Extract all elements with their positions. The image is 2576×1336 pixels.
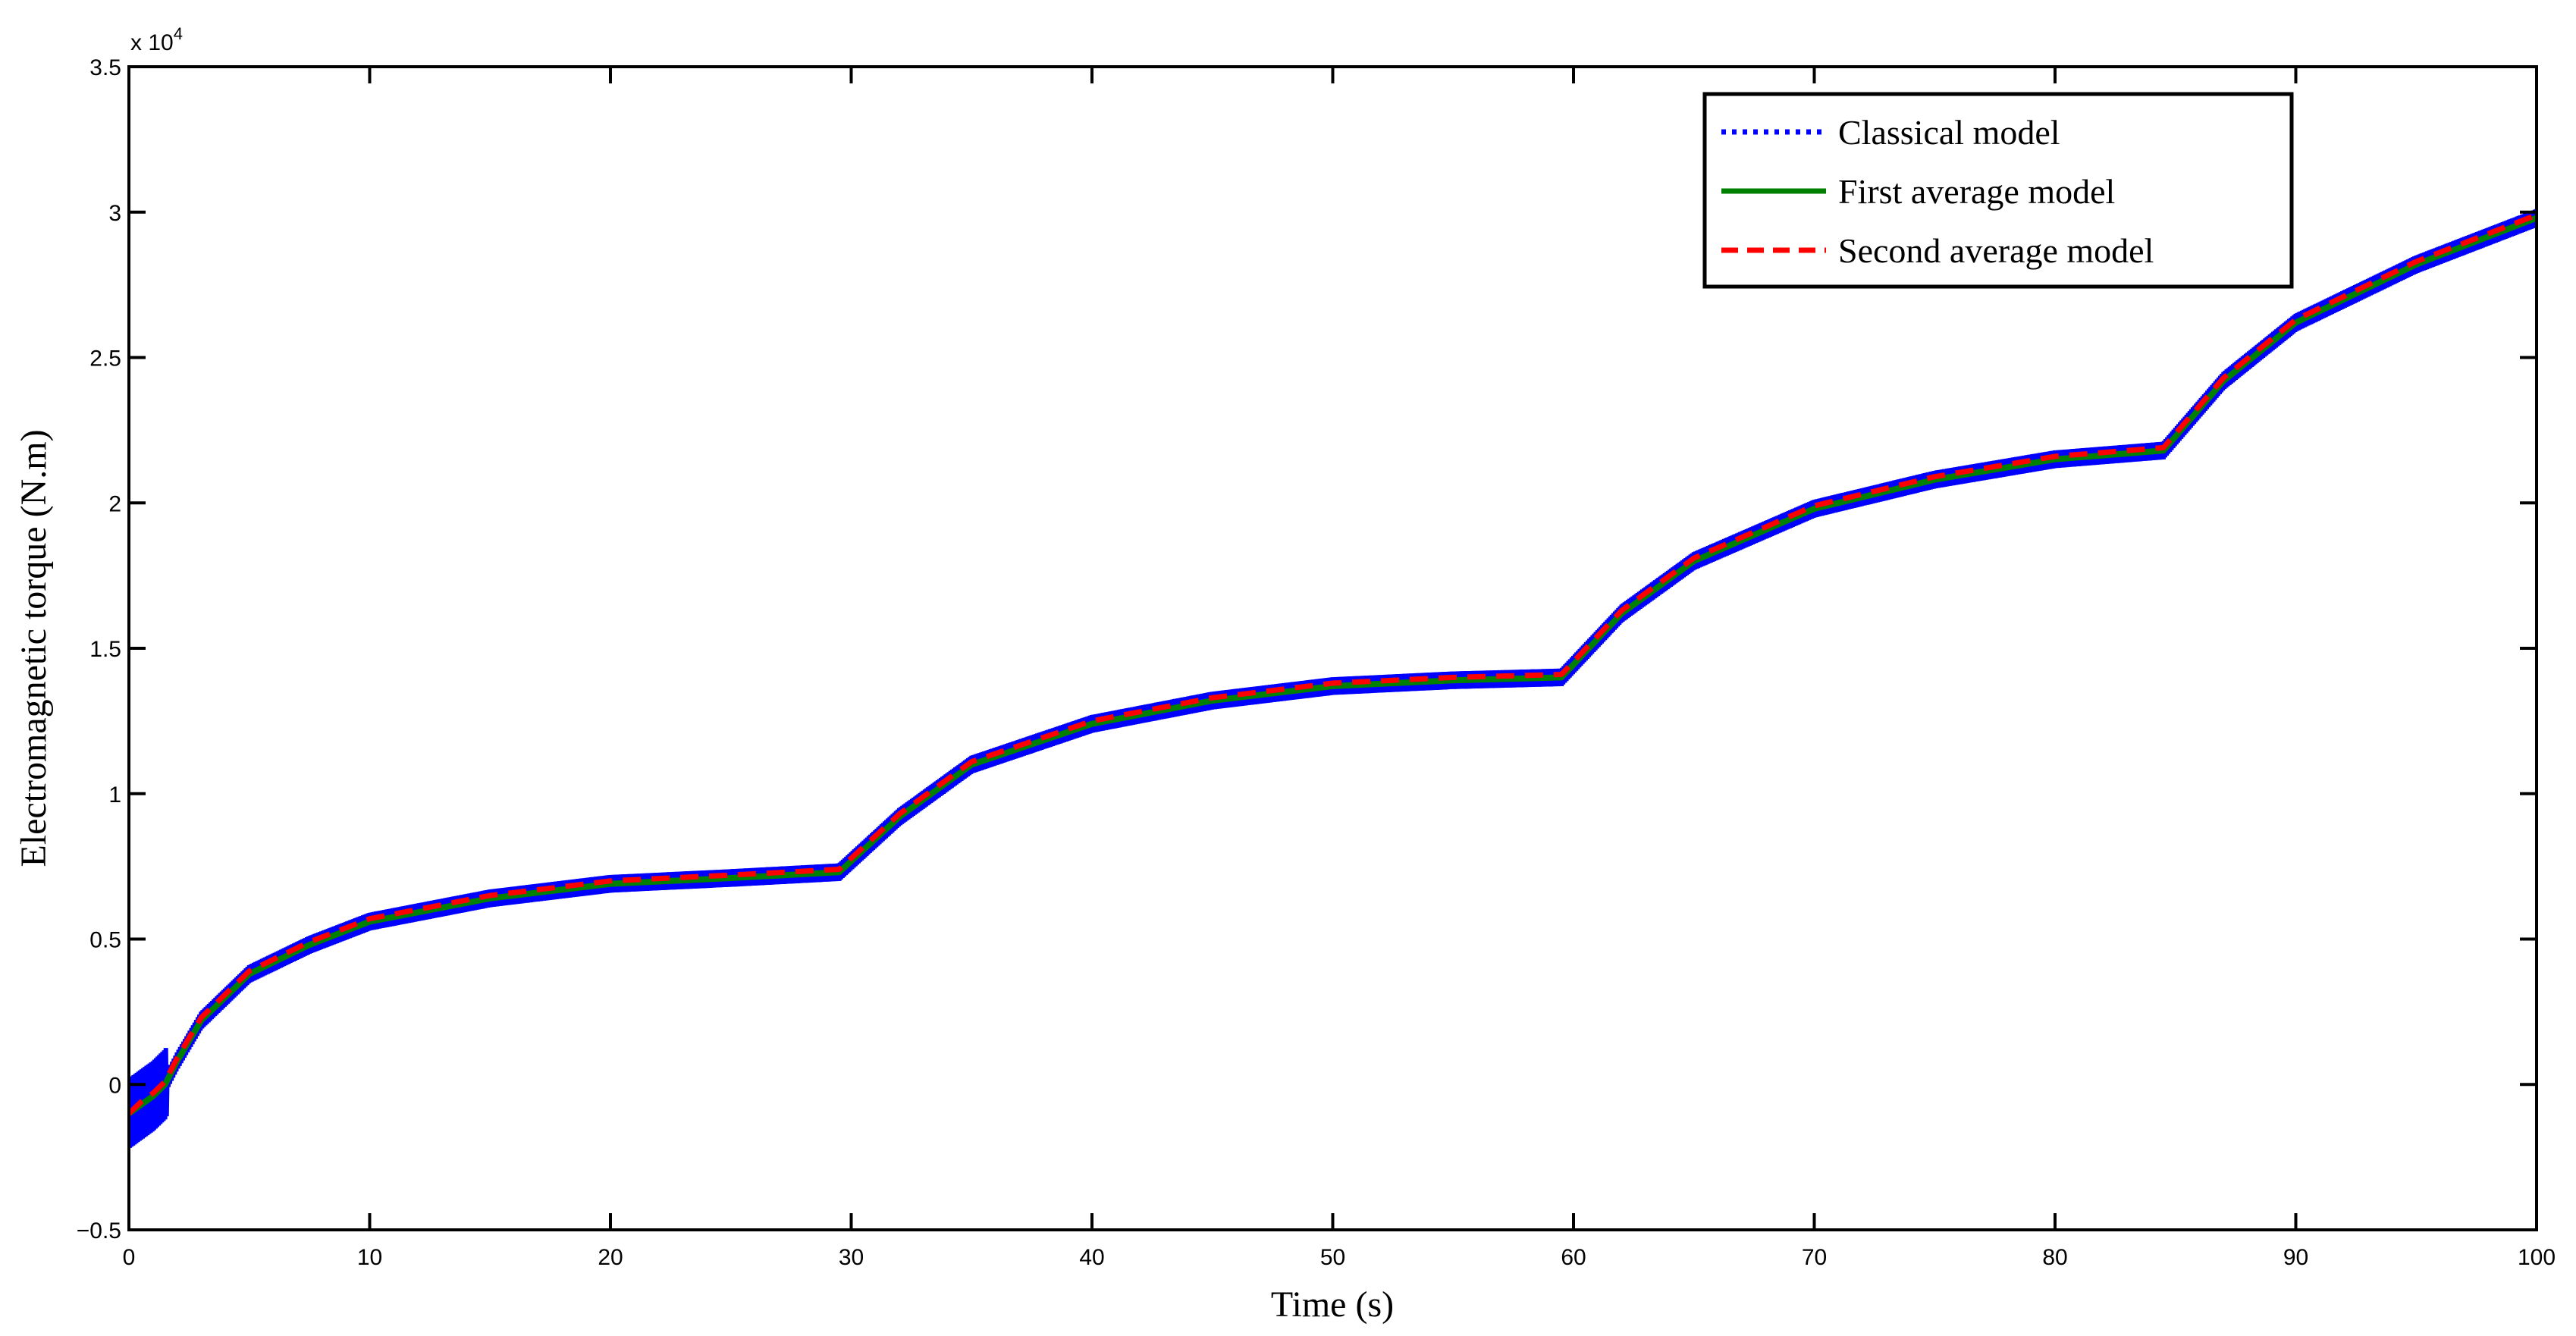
x-axis-ticks: 0 10 20 30 40 50 60 70 80 90 100 (123, 67, 2556, 1270)
x-tick-label: 30 (839, 1245, 864, 1270)
y-tick-label: 1.5 (89, 637, 121, 662)
y-tick-label: 0.5 (89, 928, 121, 953)
series-layer (129, 209, 2537, 1148)
y-exponent-base: x 10 (130, 30, 174, 55)
y-axis-ticks: −0.5 0 0.5 1 1.5 2 2.5 3 3.5 (77, 55, 2537, 1243)
y-exponent-power: 4 (174, 24, 183, 43)
x-tick-label: 10 (357, 1245, 382, 1270)
y-tick-label: −0.5 (77, 1218, 121, 1243)
legend-label-second-average: Second average model (1838, 231, 2154, 270)
y-tick-label: 3.5 (89, 55, 121, 80)
y-exponent-label: x 104 (130, 24, 183, 55)
x-axis-title: Time (s) (1271, 1284, 1394, 1325)
y-axis-title: Electromagnetic torque (N.m) (14, 429, 54, 867)
x-tick-label: 50 (1320, 1245, 1345, 1270)
x-tick-label: 100 (2518, 1245, 2556, 1270)
x-tick-label: 60 (1561, 1245, 1586, 1270)
y-tick-label: 1 (108, 782, 121, 808)
legend-label-first-average: First average model (1838, 172, 2115, 211)
series-line-first-average-model (129, 215, 2537, 1116)
x-tick-label: 90 (2283, 1245, 2308, 1270)
x-tick-label: 40 (1079, 1245, 1104, 1270)
legend-label-classical: Classical model (1838, 113, 2060, 152)
x-tick-label: 0 (123, 1245, 136, 1270)
y-tick-label: 2 (108, 491, 121, 516)
y-tick-label: 3 (108, 201, 121, 226)
series-line-second-average-model (129, 212, 2537, 1116)
y-tick-label: 0 (108, 1073, 121, 1098)
x-tick-label: 20 (598, 1245, 623, 1270)
legend: Classical model First average model Seco… (1702, 92, 2294, 289)
x-tick-label: 80 (2042, 1245, 2067, 1270)
series-band-classical (129, 209, 2537, 1148)
y-tick-label: 2.5 (89, 347, 121, 372)
x-tick-label: 70 (1802, 1245, 1827, 1270)
